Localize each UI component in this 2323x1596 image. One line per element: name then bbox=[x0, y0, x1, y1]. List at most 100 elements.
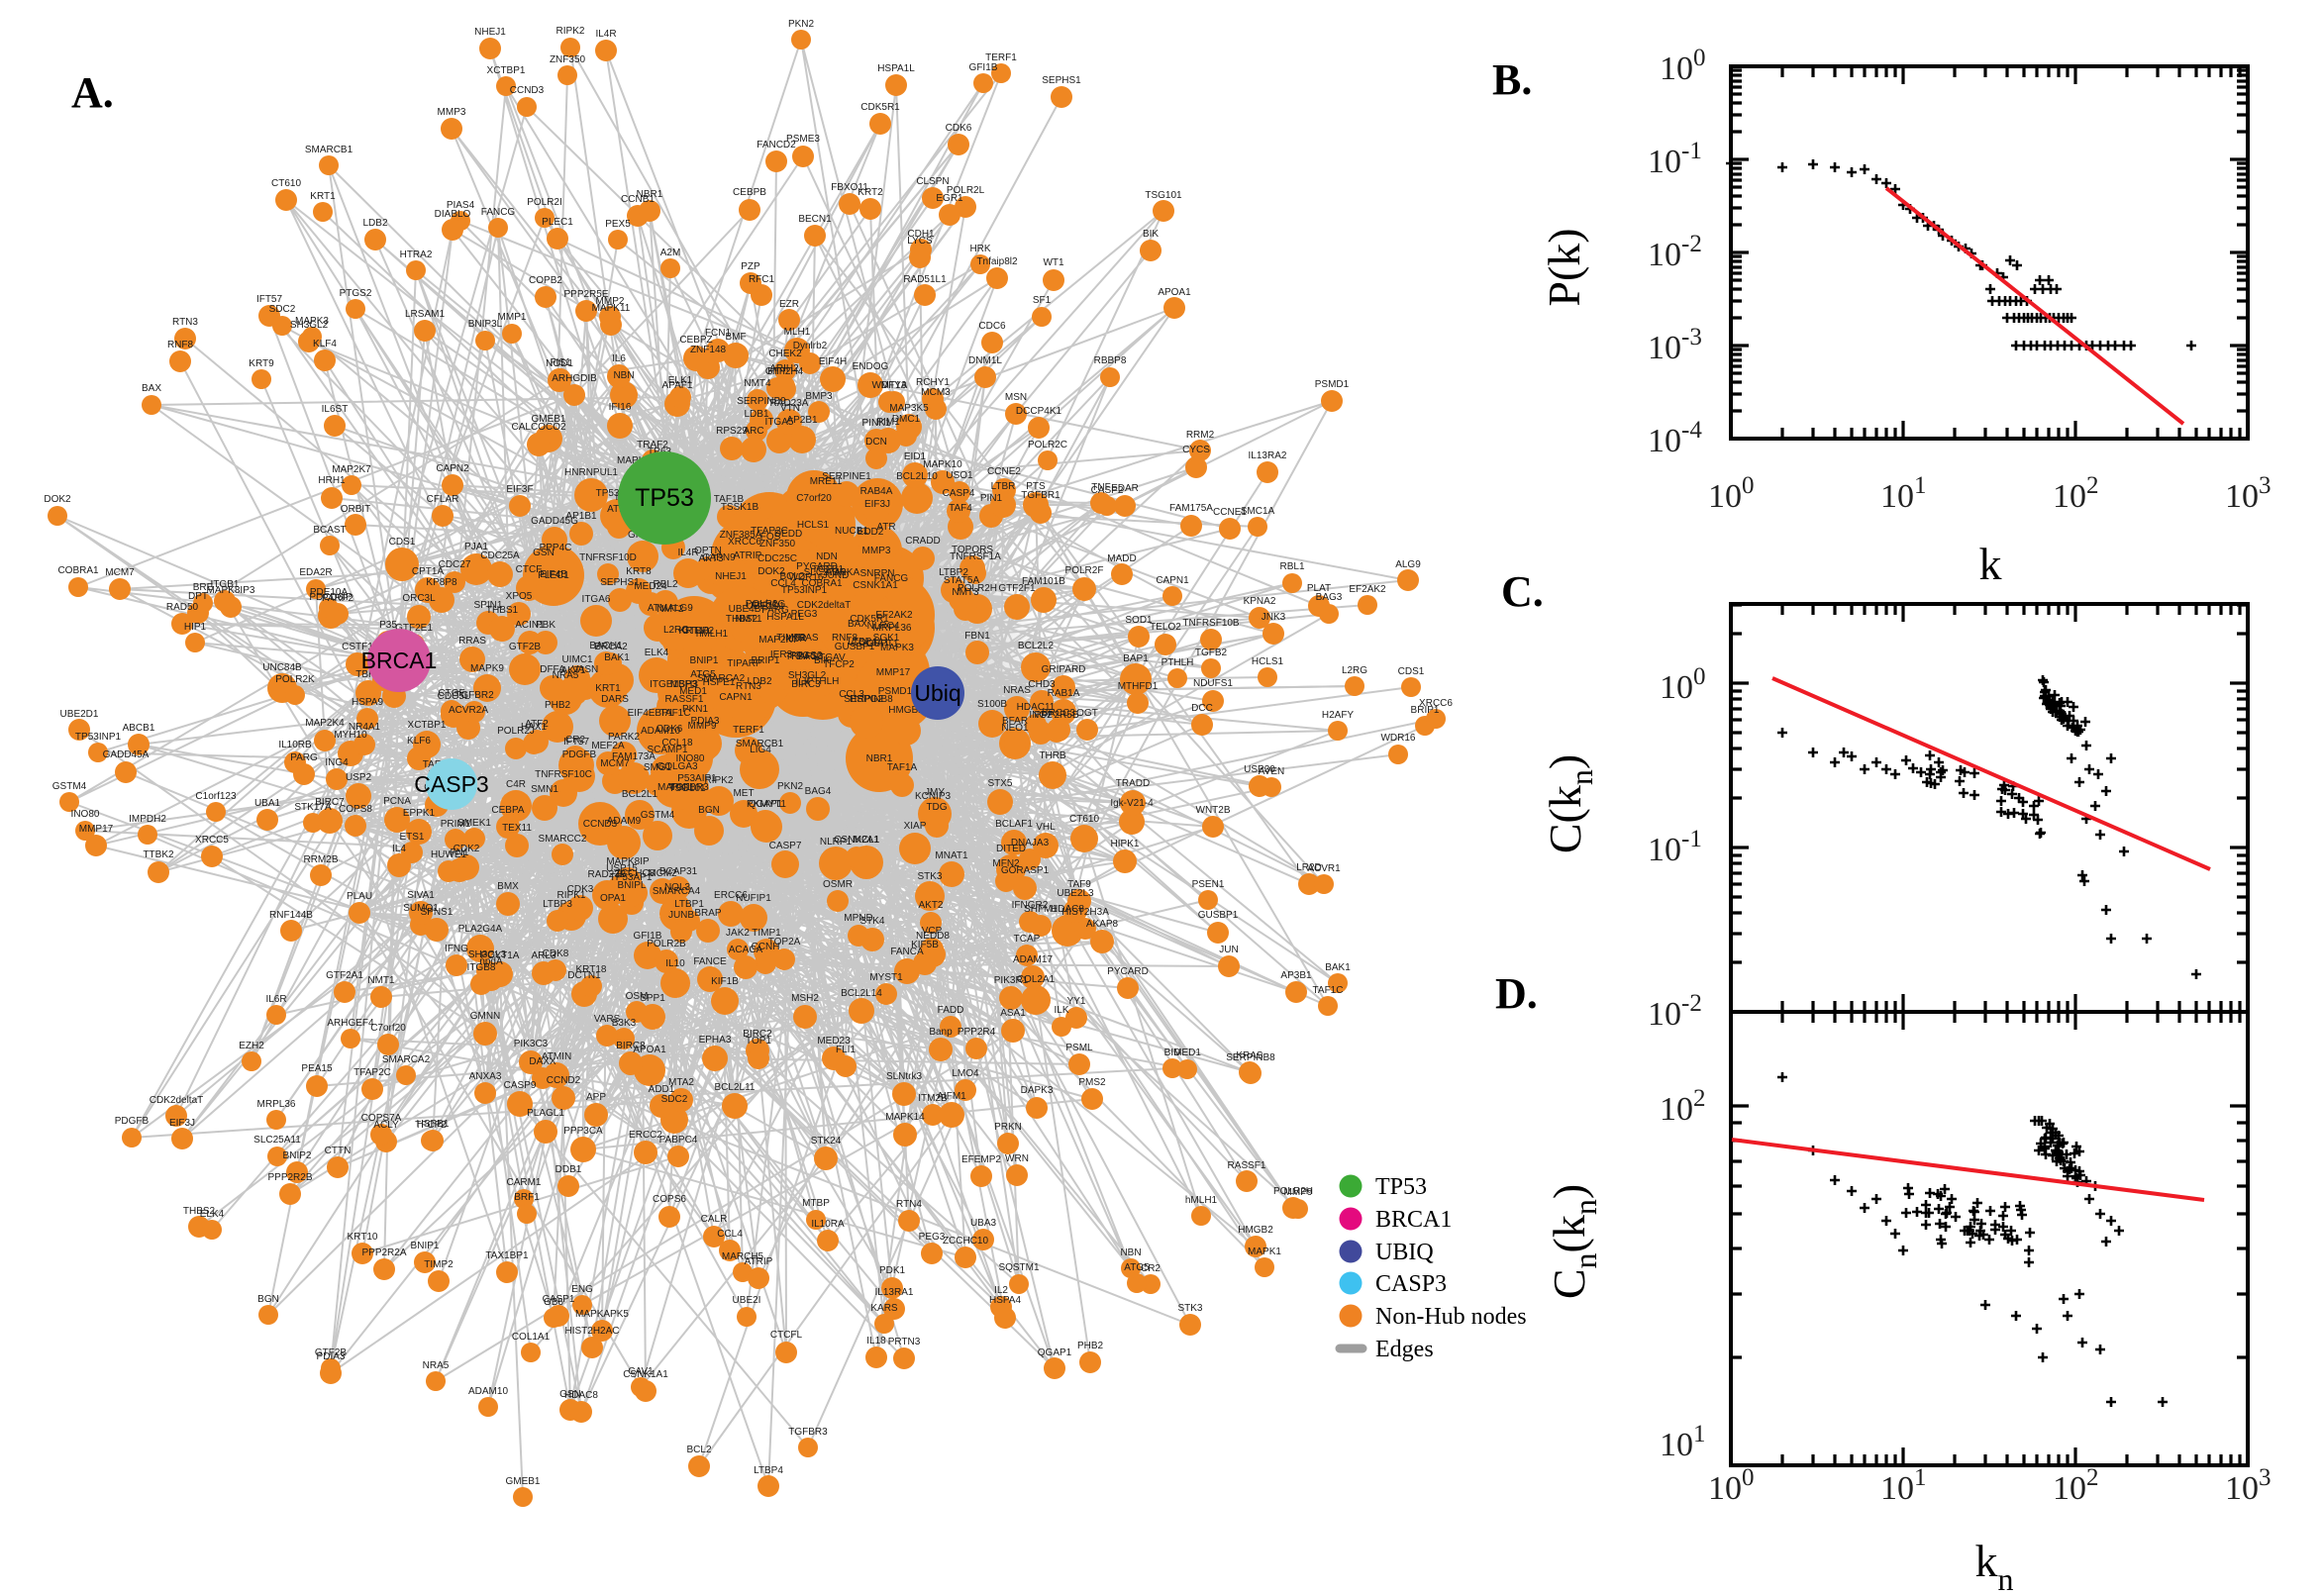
svg-text:PCYT1A: PCYT1A bbox=[481, 950, 520, 961]
svg-text:P35: P35 bbox=[379, 620, 397, 631]
svg-text:AP2B1: AP2B1 bbox=[786, 415, 818, 426]
svg-text:SDC2: SDC2 bbox=[661, 1094, 688, 1105]
svg-text:KRT8: KRT8 bbox=[626, 566, 652, 577]
svg-text:TFAP2C: TFAP2C bbox=[751, 526, 788, 537]
svg-text:GSTM4: GSTM4 bbox=[641, 810, 675, 821]
svg-text:Ubiq: Ubiq bbox=[914, 680, 960, 706]
svg-text:TRADD: TRADD bbox=[1116, 778, 1150, 789]
svg-text:MFN2: MFN2 bbox=[992, 858, 1020, 869]
svg-text:CASP9: CASP9 bbox=[504, 1080, 537, 1091]
svg-text:BECN1: BECN1 bbox=[798, 214, 832, 225]
svg-text:HSPG2: HSPG2 bbox=[850, 694, 883, 705]
svg-text:EIF4EBP1: EIF4EBP1 bbox=[628, 708, 674, 719]
svg-text:FAM101B: FAM101B bbox=[1022, 576, 1065, 587]
svg-text:MRPL36: MRPL36 bbox=[873, 623, 912, 634]
svg-text:NMT4: NMT4 bbox=[744, 378, 771, 389]
svg-text:CT610: CT610 bbox=[1069, 814, 1099, 825]
svg-text:ADAM17: ADAM17 bbox=[1013, 954, 1053, 965]
svg-text:SQSTM1: SQSTM1 bbox=[998, 1262, 1040, 1273]
svg-text:LMO4: LMO4 bbox=[952, 1068, 979, 1079]
svg-text:MED1: MED1 bbox=[679, 686, 707, 697]
svg-text:FANCG: FANCG bbox=[874, 573, 909, 584]
svg-text:CASP3: CASP3 bbox=[414, 771, 488, 797]
svg-text:PPP2R5B: PPP2R5B bbox=[1034, 710, 1078, 721]
svg-text:USP15: USP15 bbox=[606, 863, 638, 874]
svg-text:CTGF: CTGF bbox=[438, 688, 464, 699]
svg-text:MMP17: MMP17 bbox=[79, 824, 114, 835]
svg-text:CFLAR: CFLAR bbox=[427, 494, 459, 505]
svg-text:KRT1: KRT1 bbox=[310, 191, 336, 202]
svg-text:PKN1: PKN1 bbox=[682, 704, 709, 715]
svg-text:FCN1: FCN1 bbox=[705, 328, 732, 339]
svg-text:FOS: FOS bbox=[760, 532, 781, 543]
svg-text:S100B: S100B bbox=[977, 699, 1007, 710]
svg-text:MMP17: MMP17 bbox=[876, 667, 911, 678]
svg-text:PHB2: PHB2 bbox=[1077, 1341, 1104, 1351]
svg-text:MAPK8IP3: MAPK8IP3 bbox=[207, 585, 255, 596]
svg-text:DEDD: DEDD bbox=[774, 529, 802, 540]
svg-text:PKN2: PKN2 bbox=[777, 781, 804, 792]
svg-text:RBBP8: RBBP8 bbox=[1094, 355, 1127, 366]
svg-text:MTBP: MTBP bbox=[802, 1198, 830, 1209]
svg-text:CASP7: CASP7 bbox=[769, 841, 802, 851]
svg-text:TSSK1B: TSSK1B bbox=[721, 502, 759, 513]
svg-text:BAK1: BAK1 bbox=[604, 652, 630, 663]
svg-text:HDAC11: HDAC11 bbox=[1017, 702, 1056, 713]
svg-text:TP53AP1: TP53AP1 bbox=[610, 872, 653, 883]
svg-text:TDG: TDG bbox=[926, 802, 947, 813]
svg-text:NHEJ1: NHEJ1 bbox=[715, 571, 747, 582]
svg-text:CDK3: CDK3 bbox=[567, 884, 594, 895]
svg-text:EIF3F: EIF3F bbox=[506, 484, 533, 495]
svg-text:ZCCHC8: ZCCHC8 bbox=[615, 868, 656, 879]
svg-text:HCLS1: HCLS1 bbox=[1252, 656, 1284, 667]
svg-text:EDA2R: EDA2R bbox=[299, 567, 332, 578]
svg-text:THBS1: THBS1 bbox=[486, 605, 519, 616]
svg-text:HSPA1L: HSPA1L bbox=[766, 612, 804, 623]
svg-text:OGT: OGT bbox=[1076, 708, 1098, 719]
svg-text:HSPE1: HSPE1 bbox=[703, 677, 736, 688]
svg-text:BRCA2: BRCA2 bbox=[594, 642, 628, 652]
svg-text:PARG: PARG bbox=[290, 752, 318, 763]
svg-text:BACH1: BACH1 bbox=[589, 641, 623, 651]
svg-text:INO80: INO80 bbox=[676, 753, 705, 764]
svg-text:BCL2L10: BCL2L10 bbox=[896, 471, 938, 482]
svg-text:TGFBR1: TGFBR1 bbox=[1021, 490, 1060, 501]
svg-text:P(k): P(k) bbox=[1539, 228, 1589, 306]
svg-text:PLAT: PLAT bbox=[1307, 583, 1331, 594]
svg-text:RIPK1: RIPK1 bbox=[557, 890, 586, 901]
svg-text:NMT2: NMT2 bbox=[656, 604, 684, 615]
svg-text:IL10: IL10 bbox=[665, 958, 685, 969]
svg-text:SLNtrk3: SLNtrk3 bbox=[886, 1071, 923, 1082]
svg-text:KRT18: KRT18 bbox=[576, 964, 607, 975]
svg-text:KRT9: KRT9 bbox=[249, 358, 274, 369]
svg-text:B3K3: B3K3 bbox=[612, 1018, 637, 1029]
svg-text:WDFY3: WDFY3 bbox=[872, 380, 907, 391]
svg-text:AKT1: AKT1 bbox=[560, 665, 585, 676]
svg-text:ACACA: ACACA bbox=[729, 945, 763, 955]
svg-text:MMP9: MMP9 bbox=[688, 721, 717, 732]
svg-text:MSN: MSN bbox=[1005, 392, 1027, 403]
svg-text:CARM1: CARM1 bbox=[506, 1177, 541, 1188]
svg-text:WRN: WRN bbox=[1005, 1153, 1029, 1164]
svg-text:RRM2: RRM2 bbox=[1186, 430, 1215, 441]
svg-text:ATF2: ATF2 bbox=[525, 719, 549, 730]
svg-text:ACLY: ACLY bbox=[373, 1120, 399, 1131]
svg-text:D.: D. bbox=[1495, 969, 1538, 1018]
svg-text:CDS1: CDS1 bbox=[389, 537, 416, 548]
svg-text:WDR16: WDR16 bbox=[788, 572, 823, 583]
svg-text:A2M: A2M bbox=[660, 248, 681, 258]
svg-text:PPP4C: PPP4C bbox=[540, 543, 572, 553]
svg-text:KIF1B: KIF1B bbox=[711, 976, 739, 987]
svg-text:UBA1: UBA1 bbox=[254, 798, 281, 809]
svg-text:COL1A1: COL1A1 bbox=[512, 1332, 551, 1343]
svg-text:CALCOCO2: CALCOCO2 bbox=[511, 422, 565, 433]
svg-text:SMARCC2: SMARCC2 bbox=[539, 834, 587, 845]
svg-text:XCTBP1: XCTBP1 bbox=[487, 65, 526, 76]
svg-text:PSML: PSML bbox=[1065, 1043, 1093, 1053]
svg-text:UIMC1: UIMC1 bbox=[561, 654, 593, 665]
svg-text:POLR2G: POLR2G bbox=[746, 599, 786, 610]
svg-text:TNF: TNF bbox=[1091, 482, 1110, 493]
svg-text:PRKN: PRKN bbox=[994, 1122, 1022, 1133]
svg-text:MARCH5: MARCH5 bbox=[722, 1251, 764, 1262]
svg-text:COBRA1: COBRA1 bbox=[801, 578, 843, 589]
